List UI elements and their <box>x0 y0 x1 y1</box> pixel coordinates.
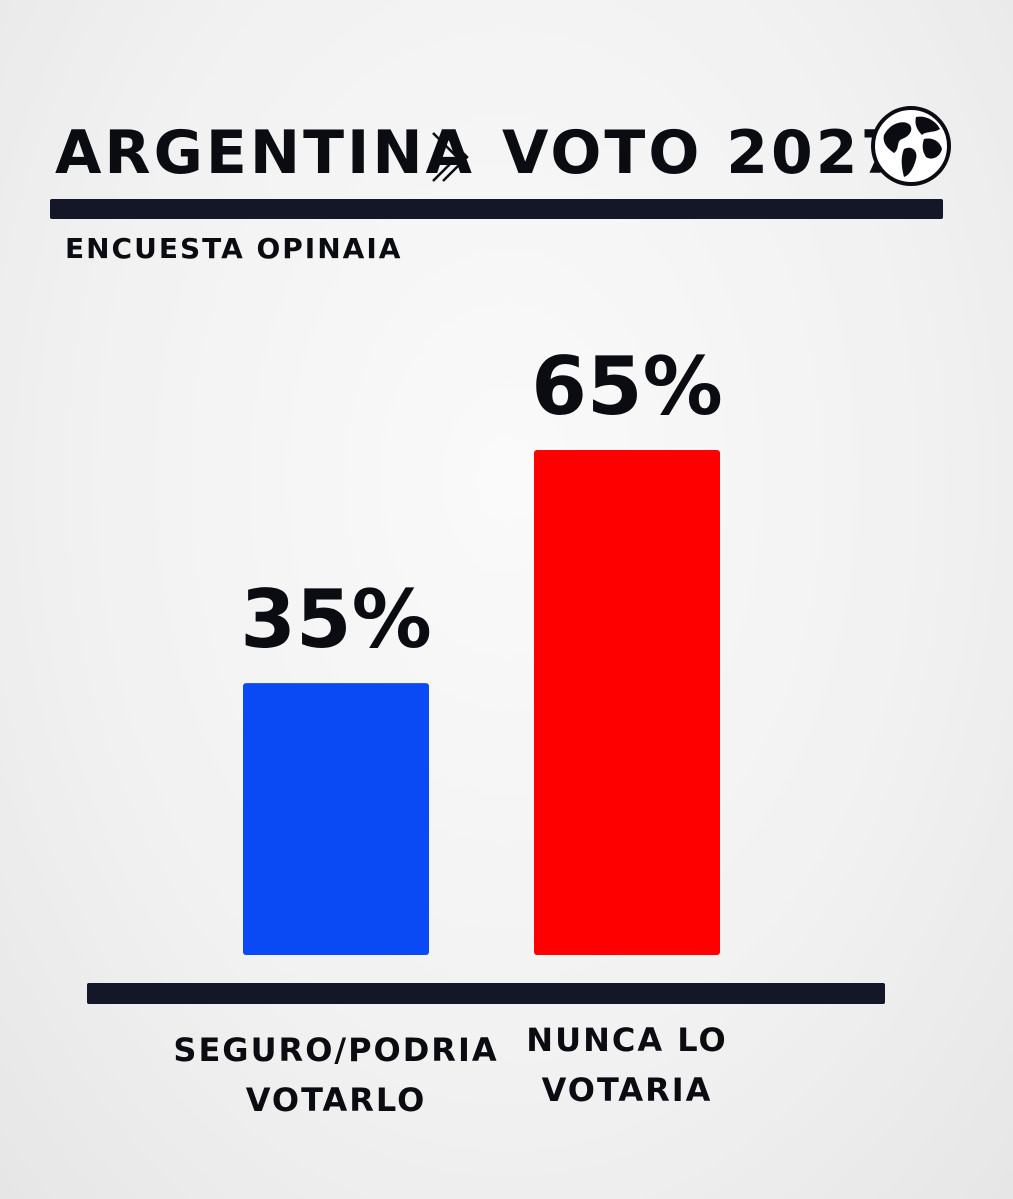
title-vote-year: VOTO 2027 <box>502 118 906 188</box>
title-country: ARGENTINA <box>55 118 475 188</box>
double-chevron-right-icon <box>432 132 469 182</box>
category-label-1-line-1: VOTARIA <box>541 1071 713 1109</box>
category-label-1: NUNCA LO VOTARIA <box>457 1015 797 1115</box>
header-divider <box>50 199 943 219</box>
chart-header: ARGENTINA VOTO 2027 <box>55 105 955 195</box>
bar-1 <box>534 450 720 955</box>
category-label-1-line-0: NUNCA LO <box>526 1021 728 1059</box>
category-label-0-line-1: VOTARLO <box>245 1081 427 1119</box>
category-label-0: SEGURO/PODRIA VOTARLO <box>166 1025 506 1125</box>
bar-0 <box>243 683 429 955</box>
chart-subtitle: ENCUESTA OPINAIA <box>65 232 403 265</box>
x-axis-baseline <box>87 983 885 1004</box>
category-label-0-line-0: SEGURO/PODRIA <box>173 1031 499 1069</box>
data-label-1: 65% <box>531 340 722 433</box>
data-label-0: 35% <box>240 573 431 666</box>
globe-icon <box>871 106 951 186</box>
